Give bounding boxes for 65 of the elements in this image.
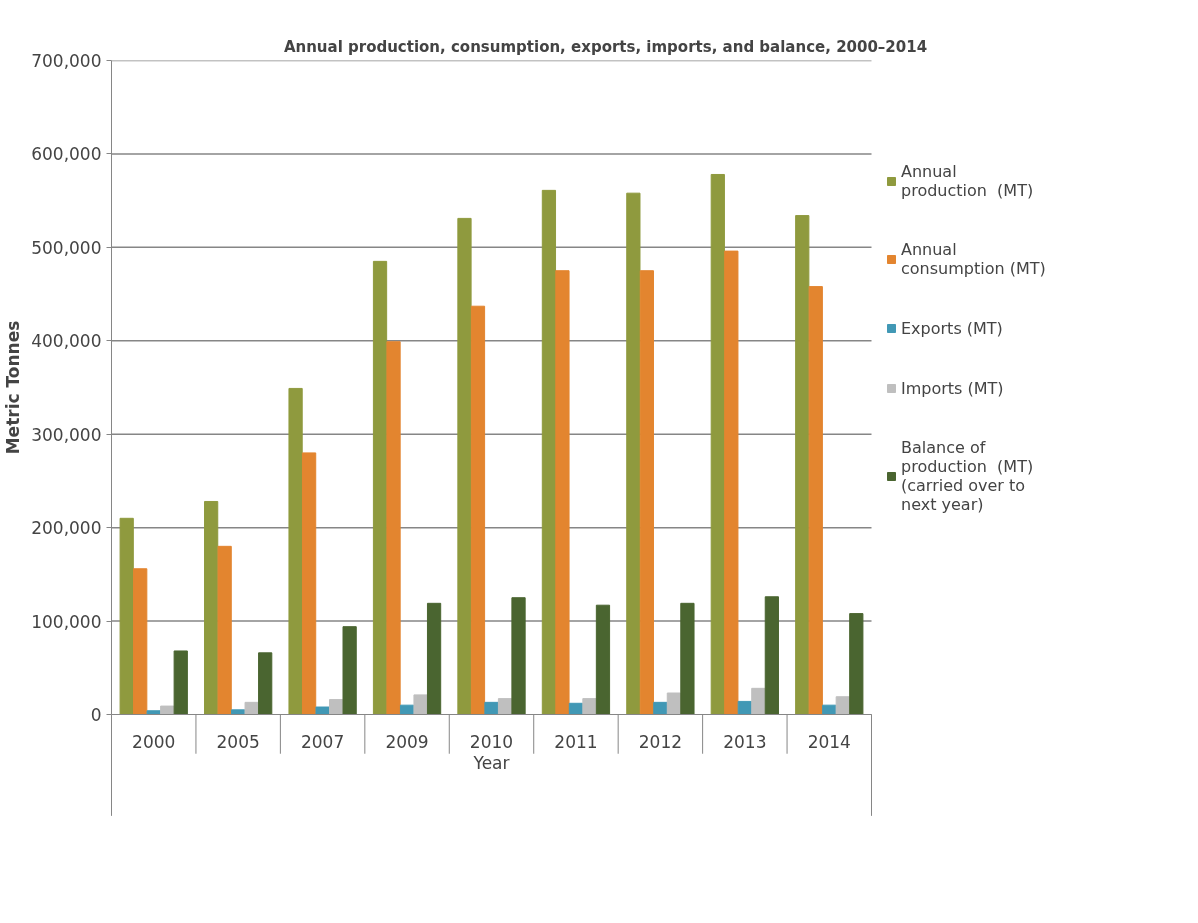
bar [315,706,330,715]
bar [541,189,557,715]
bar [822,704,837,715]
bar [413,694,428,715]
bar [639,270,654,715]
x-tick-label: 2007 [300,731,345,752]
bar [555,270,570,715]
bar [244,701,259,715]
x-tick-label: 2009 [385,731,429,752]
bar [666,692,682,715]
bar [808,286,823,715]
bar [849,613,864,715]
x-tick-label: 2014 [807,731,851,752]
legend-label: Annual production (MT) [901,162,1034,200]
bar [372,260,388,715]
x-tick-label: 2005 [216,731,260,752]
x-tick-label: 2013 [723,731,767,752]
y-axis-title: Metric Tonnes [3,320,24,455]
bar [160,705,175,715]
x-axis-title: Year [472,752,510,773]
bar [301,452,317,715]
bar [146,710,161,715]
bar [204,500,219,715]
bar [595,604,611,715]
legend-label: Imports (MT) [901,378,1004,398]
x-tick-label: 2012 [638,731,683,752]
bar [470,305,486,715]
bar [724,250,739,715]
x-tick-label: 2000 [132,731,176,752]
bar [795,215,810,715]
y-tick-label: 200,000 [31,518,102,539]
chart-title: Annual production, consumption, exports, imports, and balance, 2000–2014 [283,37,928,56]
legend-label: Exports (MT) [901,318,1003,338]
bar [484,701,499,715]
x-tick-label: 2010 [469,731,514,752]
bar [426,602,442,715]
bar [751,687,766,715]
y-tick-label: 0 [90,705,102,725]
bar [653,701,668,715]
bar [133,568,148,715]
bar [386,341,401,715]
legend-label: Balance of production (MT) (carried over to next year) [901,438,1034,514]
bar [288,387,303,715]
bar [342,626,357,715]
y-tick-label: 600,000 [31,144,102,165]
bar [764,596,779,715]
bar [173,650,188,715]
legend-label: Annual consumption (MT) [901,240,1046,278]
y-tick-label: 100,000 [31,611,102,632]
y-tick-label: 300,000 [31,424,102,445]
bar [511,597,526,715]
y-tick-label: 500,000 [31,237,102,258]
x-tick-label: 2011 [554,731,598,752]
y-tick-label: 400,000 [31,331,102,352]
bar [119,517,134,715]
bar [835,696,850,715]
bar [582,698,597,715]
bar [710,173,725,715]
bar [497,698,513,715]
bar [626,192,641,715]
bar [217,545,232,715]
bar [258,652,273,715]
y-tick-label: 700,000 [31,51,102,71]
bar [457,217,472,715]
bar [680,602,695,715]
